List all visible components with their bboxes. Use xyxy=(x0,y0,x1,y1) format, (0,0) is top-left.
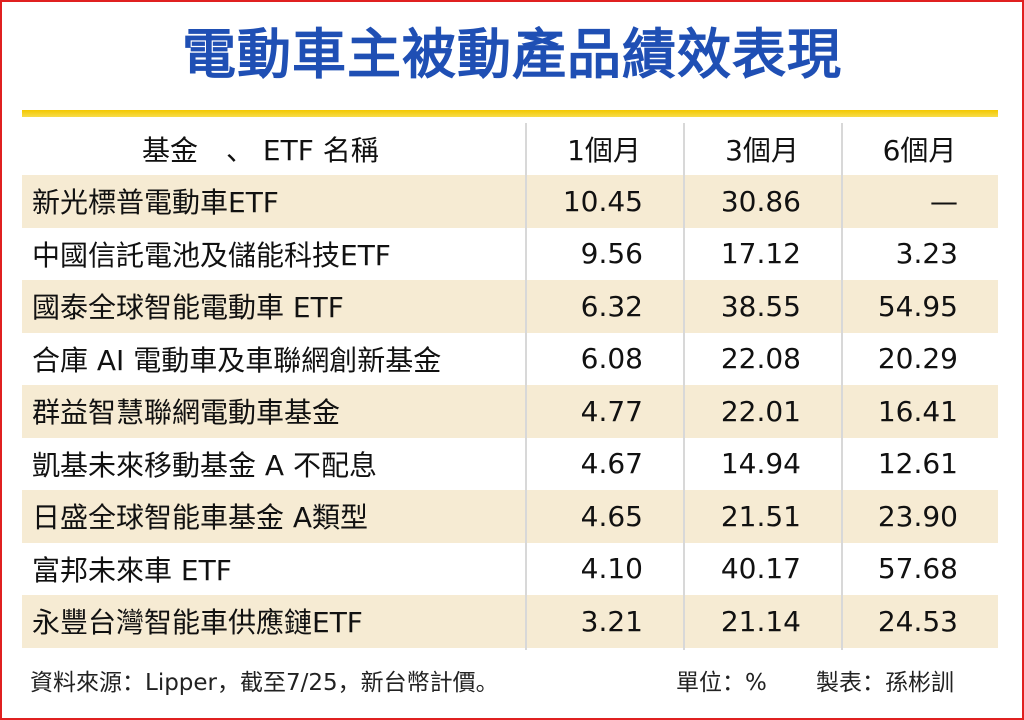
table-row: 凱基未來移動基金 A 不配息 4.67 14.94 12.61 xyxy=(22,438,998,491)
table-header-row: 基金 、 ETF 名稱 1個月 3個月 6個月 xyxy=(22,123,998,175)
fund-name: 新光標普電動車ETF xyxy=(32,186,279,220)
table-footer: 資料來源：Lipper，截至7/25，新台幣計價。 單位：% 製表：孫彬訓 xyxy=(0,657,1024,697)
header-1-month: 1個月 xyxy=(567,134,641,167)
return-6-month: 16.41 xyxy=(877,394,958,428)
header-3-month: 3個月 xyxy=(725,134,799,167)
table-row: 合庫 AI 電動車及車聯網創新基金 6.08 22.08 20.29 xyxy=(22,333,998,386)
table-row: 新光標普電動車ETF 10.45 30.86 — xyxy=(22,175,998,228)
fund-name: 永豐台灣智能車供應鏈ETF xyxy=(32,606,363,640)
column-divider xyxy=(525,123,527,650)
return-6-month: 24.53 xyxy=(877,604,958,638)
return-6-month: 23.90 xyxy=(877,499,958,533)
return-1-month: 4.10 xyxy=(580,552,643,586)
table-row: 日盛全球智能車基金 A類型 4.65 21.51 23.90 xyxy=(22,490,998,543)
header-fund-name: 基金 、 ETF 名稱 xyxy=(142,134,379,167)
return-6-month: — xyxy=(930,184,958,218)
return-1-month: 4.67 xyxy=(580,447,643,481)
fund-name: 中國信託電池及儲能科技ETF xyxy=(32,238,391,272)
return-3-month: 22.08 xyxy=(720,342,801,376)
source-note: 資料來源：Lipper，截至7/25，新台幣計價。 xyxy=(30,670,499,696)
header-6-month: 6個月 xyxy=(882,134,957,167)
return-6-month: 57.68 xyxy=(877,552,958,586)
fund-name: 凱基未來移動基金 A 不配息 xyxy=(32,448,377,482)
return-3-month: 14.94 xyxy=(720,447,801,481)
fund-name: 群益智慧聯網電動車基金 xyxy=(32,396,341,430)
return-1-month: 6.08 xyxy=(580,342,643,376)
table-row: 永豐台灣智能車供應鏈ETF 3.21 21.14 24.53 xyxy=(22,595,998,648)
return-6-month: 54.95 xyxy=(877,289,958,323)
fund-name: 富邦未來車 ETF xyxy=(32,553,232,587)
return-1-month: 3.21 xyxy=(580,604,643,638)
return-3-month: 38.55 xyxy=(720,289,801,323)
title-underline xyxy=(22,110,998,117)
table-row: 富邦未來車 ETF 4.10 40.17 57.68 xyxy=(22,543,998,596)
return-6-month: 3.23 xyxy=(895,237,958,271)
credit-note: 製表：孫彬訓 xyxy=(816,670,954,696)
return-6-month: 12.61 xyxy=(877,447,958,481)
return-1-month: 4.77 xyxy=(580,394,643,428)
return-3-month: 22.01 xyxy=(720,394,801,428)
return-1-month: 6.32 xyxy=(580,289,643,323)
performance-table: 基金 、 ETF 名稱 1個月 3個月 6個月 新光標普電動車ETF 10.45… xyxy=(22,123,998,648)
return-3-month: 17.12 xyxy=(720,237,801,271)
unit-note: 單位：% xyxy=(676,670,767,696)
return-3-month: 30.86 xyxy=(720,184,801,218)
table-row: 群益智慧聯網電動車基金 4.77 22.01 16.41 xyxy=(22,385,998,438)
table-row: 國泰全球智能電動車 ETF 6.32 38.55 54.95 xyxy=(22,280,998,333)
column-divider xyxy=(683,123,685,650)
return-3-month: 21.14 xyxy=(720,604,801,638)
return-1-month: 9.56 xyxy=(580,237,643,271)
fund-name: 合庫 AI 電動車及車聯網創新基金 xyxy=(32,343,442,377)
fund-name: 國泰全球智能電動車 ETF xyxy=(32,291,344,325)
return-3-month: 21.51 xyxy=(720,499,801,533)
return-3-month: 40.17 xyxy=(720,552,801,586)
column-divider xyxy=(841,123,843,650)
fund-name: 日盛全球智能車基金 A類型 xyxy=(32,501,369,535)
return-6-month: 20.29 xyxy=(877,342,958,376)
table-row: 中國信託電池及儲能科技ETF 9.56 17.12 3.23 xyxy=(22,228,998,281)
return-1-month: 10.45 xyxy=(562,184,643,218)
page-title: 電動車主被動產品績效表現 xyxy=(182,23,842,86)
return-1-month: 4.65 xyxy=(580,499,643,533)
